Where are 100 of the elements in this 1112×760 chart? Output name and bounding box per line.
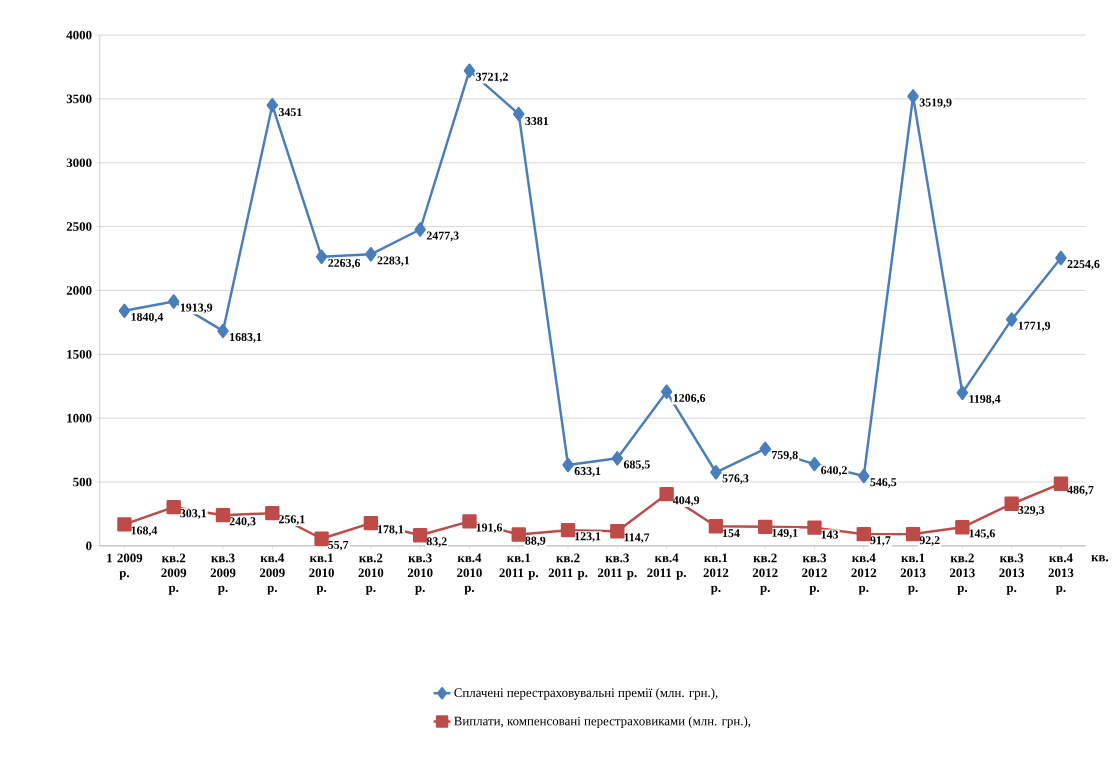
y-tick-label: 3000	[66, 158, 92, 168]
x-tick-label: кв.4 2013 р.	[1048, 553, 1074, 595]
point	[611, 451, 624, 466]
point	[363, 515, 379, 531]
x-tick-label: кв.2 2012 р.	[752, 553, 778, 595]
x-tick-label: кв.2 2011 р.	[548, 553, 588, 580]
point	[807, 520, 822, 535]
data-label: 92,2	[919, 536, 940, 546]
data-label: 2477,3	[426, 231, 459, 242]
point	[266, 97, 278, 113]
point	[265, 505, 280, 521]
data-label: 633,1	[574, 467, 601, 477]
data-label: 2254,6	[1067, 259, 1100, 270]
data-label: 145,6	[969, 529, 995, 540]
data-label: 404,9	[672, 496, 700, 506]
data-label: 546,5	[870, 478, 897, 488]
x-tick-label: кв.2 2009 р.	[161, 553, 187, 595]
point	[365, 247, 377, 262]
point	[708, 518, 724, 534]
data-label: 1198,4	[969, 394, 1001, 405]
y-tick-label: 1500	[67, 349, 92, 359]
point	[710, 465, 722, 480]
x-tick-label: кв.2 2013 р.	[950, 553, 975, 595]
data-label: 2283,1	[377, 256, 410, 267]
x-tick-label: кв.4 2009 р.	[259, 553, 285, 595]
y-tick-label: 2500	[66, 222, 92, 231]
data-label: 191,6	[476, 523, 503, 534]
point	[511, 527, 526, 542]
x-tick-label: кв.4 2012 р.	[851, 553, 877, 595]
data-label: 149,1	[772, 528, 798, 539]
point	[1004, 496, 1019, 511]
point	[907, 89, 919, 104]
x-tick-label: кв.1 2013 р.	[900, 553, 926, 595]
point	[1053, 476, 1069, 491]
point	[660, 384, 673, 399]
data-label: 1206,6	[673, 393, 706, 404]
point	[808, 456, 821, 472]
data-label: 1840,4	[131, 312, 164, 323]
data-label: 329,3	[1018, 505, 1045, 516]
point	[955, 520, 970, 535]
point	[412, 527, 428, 543]
x-tick-label: кв.3 2013 р.	[999, 553, 1025, 595]
data-label: 303,1	[180, 509, 207, 519]
point	[168, 294, 180, 309]
point	[1005, 312, 1018, 327]
x-tick-label: кв.1 2012 р.	[703, 553, 729, 595]
point	[463, 63, 476, 78]
point	[905, 526, 921, 542]
y-tick-label: 1000	[67, 413, 92, 423]
point	[956, 385, 969, 400]
point	[856, 526, 871, 542]
point	[314, 531, 329, 546]
data-label: 486,7	[1067, 485, 1094, 496]
data-label: 55,7	[328, 540, 349, 551]
data-label: 3721,2	[476, 72, 508, 83]
data-label: 1771,9	[1018, 321, 1051, 332]
point	[659, 486, 674, 502]
point	[858, 468, 870, 484]
y-tick-label: 500	[73, 477, 92, 487]
data-label: 114,7	[624, 533, 650, 543]
x-tick-label: кв.3 2009 р.	[210, 553, 236, 595]
data-label: 91,7	[870, 536, 891, 546]
data-label: 240,3	[229, 517, 256, 527]
data-label: 3519,9	[919, 98, 952, 109]
point	[759, 441, 771, 456]
data-label: 123,1	[575, 532, 601, 542]
data-label: 1683,1	[230, 332, 262, 343]
data-label: 2263,6	[328, 258, 361, 269]
point	[215, 507, 231, 523]
data-label: 88,9	[525, 536, 546, 547]
data-label: 168,4	[131, 526, 158, 537]
y-tick-label: 0	[86, 541, 92, 551]
data-label: 685,5	[623, 460, 650, 471]
legend-label: Сплачені перестраховувальні премії (млн. грн.),	[454, 687, 718, 700]
data-label: 256,1	[278, 515, 305, 525]
data-label: 759,8	[772, 450, 798, 461]
data-label: 83,2	[426, 537, 447, 548]
point	[560, 522, 576, 538]
data-label: 1913,9	[180, 303, 213, 314]
x-tick-label: кв.1 2011 р.	[499, 553, 539, 580]
y-tick-label: 4000	[66, 30, 92, 40]
data-label: 178,1	[378, 525, 404, 535]
x-tick-label: 1 2009 р.	[107, 553, 143, 580]
point	[217, 323, 229, 339]
x-tick-label: кв.4 2011 р.	[647, 553, 686, 580]
y-tick-label: 3500	[66, 94, 92, 104]
point	[1055, 250, 1067, 266]
x-tick-label: кв.3 2010 р.	[407, 553, 433, 595]
data-label: 640,2	[821, 466, 847, 476]
x-tick-label: кв.1 2010 р.	[309, 553, 334, 595]
point	[758, 519, 773, 534]
point	[414, 222, 426, 237]
data-label: 3381	[525, 116, 549, 125]
data-label: 576,3	[722, 474, 749, 485]
x-tick-label: кв.3 2011 р.	[597, 553, 637, 580]
point	[118, 303, 131, 318]
data-label: 143	[821, 530, 839, 539]
legend-label: Виплати, компенсовані перестраховиками (млн. грн.),	[454, 716, 751, 728]
data-label: 3451	[278, 108, 302, 117]
text: кв.	[1091, 555, 1109, 562]
